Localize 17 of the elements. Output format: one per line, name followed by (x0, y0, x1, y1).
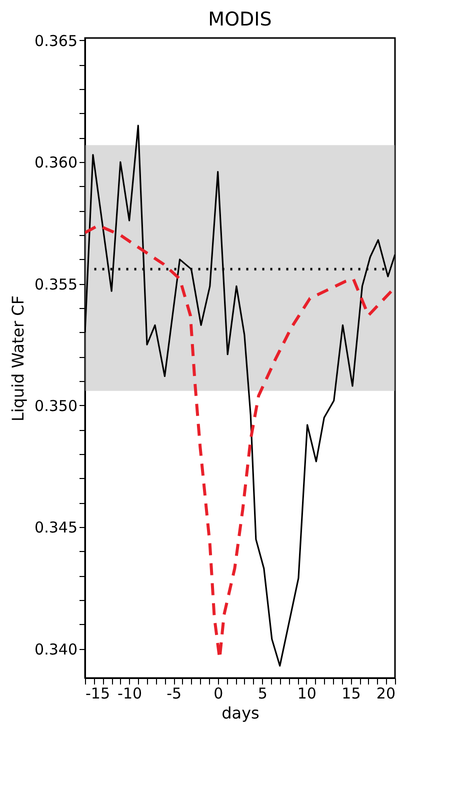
y-axis-title: Liquid Water CF (8, 295, 28, 422)
x-tick-label: -5 (166, 684, 182, 702)
y-tick-label: 0.355 (34, 275, 78, 294)
x-tick-label: 0 (214, 684, 224, 702)
x-axis-title: days (222, 704, 260, 722)
x-tick-label: 10 (297, 684, 316, 702)
x-tick-label: -10 (118, 684, 142, 702)
y-tick-label: 0.365 (34, 32, 78, 50)
y-tick-label: 0.360 (34, 154, 78, 172)
x-tick-label: 5 (258, 684, 268, 702)
x-tick-label: 20 (376, 684, 396, 702)
x-tick-label: -15 (86, 684, 110, 702)
y-tick-label: 0.345 (34, 518, 78, 537)
chart-title: MODIS (208, 8, 272, 30)
x-tick-label: 15 (342, 684, 361, 702)
y-tick-label: 0.350 (34, 396, 78, 415)
y-tick-label: 0.340 (34, 640, 78, 658)
